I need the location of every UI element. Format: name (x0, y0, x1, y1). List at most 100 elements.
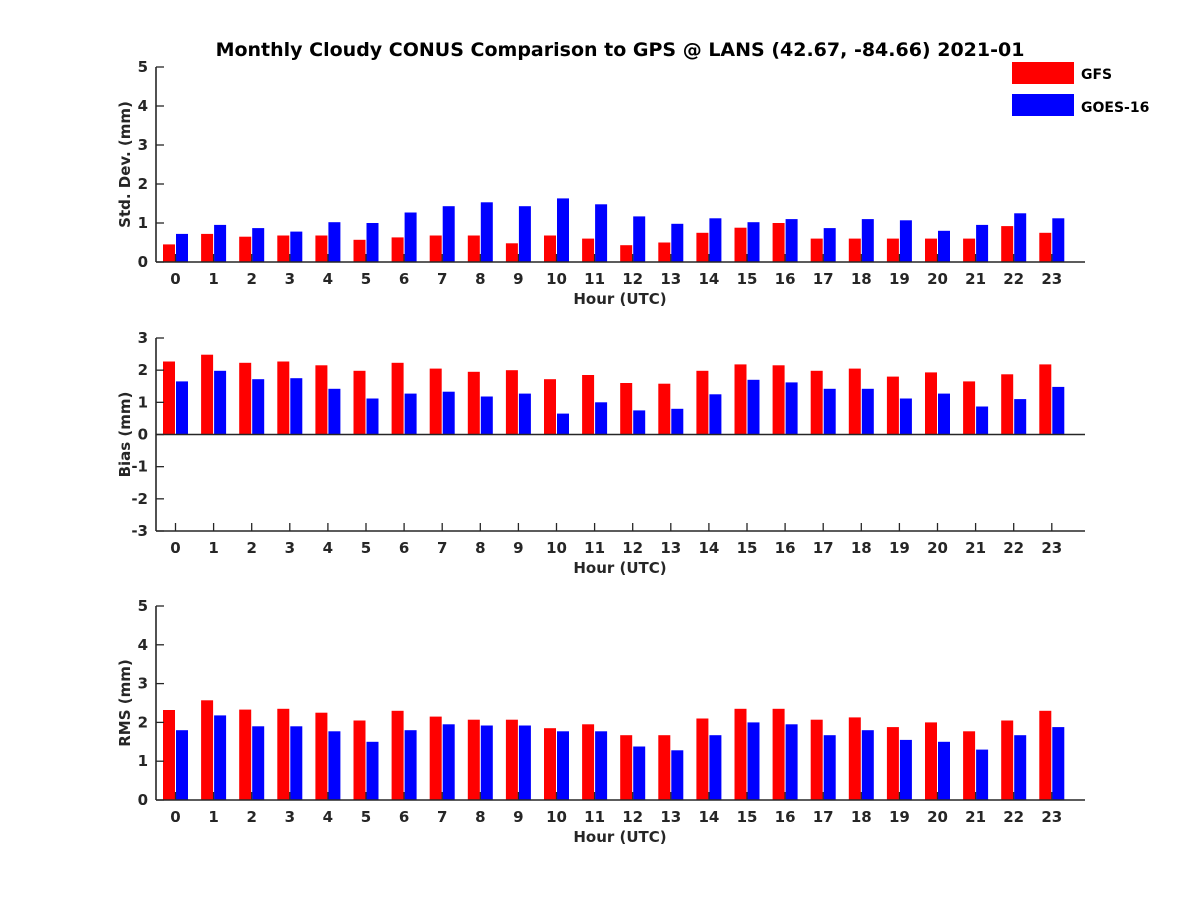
bar-goes16-18 (861, 730, 874, 800)
x-tick-label: 21 (965, 539, 986, 557)
bar-gfs-1 (201, 354, 214, 435)
bar-goes16-9 (518, 206, 531, 262)
x-axis-label: Hour (UTC) (573, 559, 666, 577)
x-tick-label: 6 (399, 539, 409, 557)
x-tick-label: 18 (851, 539, 872, 557)
bar-goes16-14 (709, 218, 722, 262)
bar-goes16-4 (328, 388, 341, 435)
bar-gfs-20 (925, 238, 937, 262)
x-tick-label: 0 (170, 808, 180, 826)
x-tick-label: 11 (584, 270, 605, 288)
x-tick-label: 3 (285, 539, 295, 557)
x-axis-label: Hour (UTC) (573, 828, 666, 846)
x-tick-label: 0 (170, 539, 180, 557)
bar-gfs-7 (429, 235, 442, 262)
bar-goes16-21 (976, 749, 989, 800)
bar-goes16-8 (480, 396, 493, 435)
x-tick-label: 23 (1041, 808, 1062, 826)
x-tick-label: 13 (660, 808, 681, 826)
x-tick-label: 1 (208, 808, 218, 826)
bar-gfs-22 (1001, 720, 1014, 800)
bar-goes16-21 (976, 224, 989, 262)
bar-gfs-19 (886, 238, 899, 262)
bar-gfs-16 (772, 708, 785, 800)
bar-gfs-2 (239, 709, 252, 800)
bar-gfs-14 (696, 232, 709, 263)
bar-gfs-19 (886, 376, 899, 435)
x-tick-label: 7 (437, 539, 447, 557)
x-tick-label: 4 (323, 270, 333, 288)
bar-gfs-12 (620, 383, 633, 435)
y-tick-label: 3 (138, 136, 148, 154)
bar-goes16-0 (176, 730, 188, 800)
x-tick-label: 19 (889, 808, 910, 826)
y-axis-label: RMS (mm) (116, 659, 134, 746)
y-tick-label: 3 (138, 329, 148, 347)
y-axis-label: Std. Dev. (mm) (116, 101, 134, 228)
bar-gfs-8 (467, 719, 480, 800)
bar-goes16-20 (938, 393, 950, 435)
bar-gfs-19 (886, 727, 899, 800)
bar-gfs-12 (620, 735, 633, 800)
bar-gfs-13 (658, 242, 671, 262)
bar-goes16-7 (442, 391, 455, 435)
x-tick-label: 10 (546, 539, 567, 557)
y-tick-label: 0 (138, 426, 148, 444)
bar-goes16-15 (747, 722, 760, 800)
bar-goes16-20 (938, 230, 950, 262)
bar-goes16-3 (290, 378, 303, 435)
x-tick-label: 11 (584, 808, 605, 826)
bar-goes16-2 (252, 379, 265, 435)
bar-gfs-17 (810, 719, 823, 800)
bar-gfs-10 (544, 379, 556, 435)
bar-goes16-13 (671, 750, 684, 800)
x-tick-label: 23 (1041, 539, 1062, 557)
bar-gfs-2 (239, 236, 252, 262)
bar-gfs-6 (391, 710, 404, 800)
y-tick-label: -2 (131, 490, 148, 508)
bar-gfs-18 (848, 717, 861, 800)
bar-gfs-7 (429, 368, 442, 435)
bar-goes16-21 (976, 406, 989, 435)
bar-goes16-6 (404, 212, 417, 262)
x-tick-label: 18 (851, 270, 872, 288)
x-tick-label: 6 (399, 270, 409, 288)
bar-gfs-18 (848, 368, 861, 435)
bar-gfs-5 (353, 370, 366, 435)
bar-goes16-8 (480, 202, 493, 262)
x-tick-label: 1 (208, 539, 218, 557)
y-tick-label: 2 (138, 713, 148, 731)
bar-goes16-7 (442, 206, 455, 262)
bar-goes16-3 (290, 726, 303, 800)
bar-gfs-6 (391, 362, 404, 435)
y-tick-label: 4 (138, 97, 148, 115)
x-tick-label: 20 (927, 539, 948, 557)
bar-goes16-19 (899, 220, 912, 262)
x-tick-label: 14 (698, 270, 719, 288)
bar-goes16-15 (747, 222, 760, 262)
legend-label-goes16: GOES-16 (1081, 100, 1149, 116)
legend: GFS GOES-16 (1012, 62, 1149, 116)
bar-gfs-22 (1001, 226, 1014, 262)
bar-goes16-17 (823, 735, 836, 800)
x-tick-label: 13 (660, 539, 681, 557)
x-axis-label: Hour (UTC) (573, 290, 666, 308)
x-tick-label: 0 (170, 270, 180, 288)
y-tick-label: 4 (138, 636, 148, 654)
bar-goes16-11 (595, 204, 608, 262)
bar-gfs-8 (467, 235, 480, 262)
x-tick-label: 16 (775, 808, 796, 826)
x-tick-label: 20 (927, 270, 948, 288)
bar-goes16-16 (785, 724, 798, 800)
y-tick-label: 1 (138, 393, 148, 411)
bar-gfs-5 (353, 720, 366, 800)
bar-goes16-13 (671, 223, 684, 262)
bar-gfs-12 (620, 245, 633, 262)
x-tick-label: 11 (584, 539, 605, 557)
x-tick-label: 6 (399, 808, 409, 826)
x-tick-label: 13 (660, 270, 681, 288)
bar-gfs-10 (544, 728, 556, 800)
x-tick-label: 1 (208, 270, 218, 288)
